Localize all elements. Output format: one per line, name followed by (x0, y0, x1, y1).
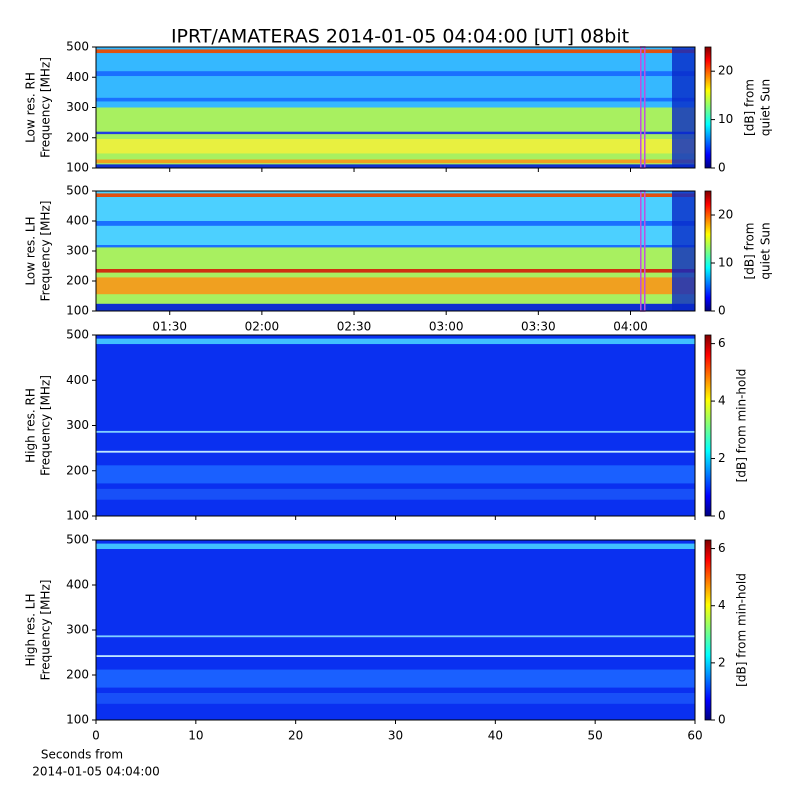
y-tick-label: 100 (66, 713, 89, 727)
colorbar-label: quiet Sun (759, 79, 773, 136)
y-tick-label: 200 (66, 274, 89, 288)
spectrogram-texture (96, 71, 695, 77)
y-tick-label: 300 (66, 418, 89, 432)
spectrogram-texture (96, 655, 695, 657)
spectrogram-texture (96, 450, 695, 453)
spectrogram-texture (96, 245, 695, 248)
x-tick-label: 0 (92, 729, 100, 743)
colorbar-tick-label: 6 (718, 336, 726, 350)
y-tick-label: 500 (66, 40, 89, 54)
figure-title: IPRT/AMATERAS 2014-01-05 04:04:00 [UT] 0… (171, 26, 629, 48)
x-tick-label: 40 (488, 729, 503, 743)
x-axis-label: Seconds from (41, 748, 123, 762)
spectrogram-texture (96, 303, 695, 311)
y-axis-label: High res. LH (24, 593, 38, 666)
y-tick-label: 400 (66, 373, 89, 387)
y-tick-label: 100 (66, 161, 89, 175)
x-tick-label: 02:00 (245, 320, 280, 334)
y-tick-label: 100 (66, 509, 89, 523)
x-tick-label: 04:00 (613, 320, 648, 334)
y-tick-label: 400 (66, 578, 89, 592)
spectrogram-texture (96, 635, 695, 638)
x-tick-label: 10 (188, 729, 203, 743)
colorbar-label: [dB] from min-hold (735, 369, 749, 483)
y-tick-label: 400 (66, 214, 89, 228)
colorbar-tick-label: 2 (718, 655, 726, 669)
x-tick-label: 02:30 (337, 320, 372, 334)
colorbar (704, 539, 712, 721)
colorbar-tick-label: 20 (718, 208, 733, 222)
spectrogram-texture (96, 138, 695, 154)
colorbar-tick-label: 20 (718, 64, 733, 78)
x-tick-label: 30 (388, 729, 403, 743)
spectrogram-texture (96, 269, 695, 273)
spectrogram-texture (96, 465, 695, 484)
y-axis-label: High res. RH (24, 388, 38, 463)
spectrogram-texture (96, 338, 695, 345)
colorbar-tick-label: 0 (718, 161, 726, 175)
x-axis-label: 2014-01-05 04:04:00 (32, 765, 159, 779)
colorbar-label: [dB] from (743, 79, 757, 136)
colorbar-tick-label: 4 (718, 394, 726, 408)
x-tick-label: 03:30 (521, 320, 556, 334)
spectrogram-texture (672, 191, 695, 311)
y-tick-label: 200 (66, 463, 89, 477)
colorbar-tick-label: 0 (718, 509, 726, 523)
colorbar-tick-label: 0 (718, 713, 726, 727)
colorbar-tick-label: 2 (718, 451, 726, 465)
spectrogram-texture (96, 49, 695, 54)
colorbar-label: quiet Sun (759, 222, 773, 279)
spectrogram-texture (96, 543, 695, 549)
colorbar-tick-label: 0 (718, 304, 726, 318)
y-axis-label: Frequency [MHz] (39, 580, 53, 681)
y-tick-label: 300 (66, 623, 89, 637)
y-axis-label: Frequency [MHz] (39, 375, 53, 476)
y-axis-label: Frequency [MHz] (39, 57, 53, 158)
spectrogram-texture (96, 221, 695, 226)
colorbar-tick-label: 6 (718, 541, 726, 555)
spectrogram-texture (96, 193, 695, 197)
colorbar-label: [dB] from (743, 223, 757, 280)
colorbar (704, 334, 712, 517)
spectrogram-texture (96, 97, 695, 102)
spectrogram-texture (96, 669, 695, 688)
spectrogram-texture (672, 47, 695, 168)
y-tick-label: 500 (66, 184, 89, 198)
y-tick-label: 300 (66, 100, 89, 114)
colorbar-label: [dB] from min-hold (735, 573, 749, 687)
spectrogram-texture (96, 107, 695, 168)
y-axis-label: Frequency [MHz] (39, 201, 53, 302)
y-tick-label: 100 (66, 304, 89, 318)
spectrogram-texture (96, 159, 695, 164)
y-tick-label: 200 (66, 130, 89, 144)
spectrogram-texture (96, 430, 695, 433)
spectrogram-texture (96, 131, 695, 135)
y-tick-label: 500 (66, 533, 89, 547)
spectrogram-texture (96, 693, 695, 704)
x-tick-label: 20 (288, 729, 303, 743)
colorbar (704, 190, 712, 312)
y-tick-label: 300 (66, 244, 89, 258)
x-tick-label: 03:00 (429, 320, 464, 334)
x-tick-label: 50 (588, 729, 603, 743)
x-tick-label: 01:30 (152, 320, 187, 334)
y-tick-label: 400 (66, 70, 89, 84)
y-axis-label: Low res. LH (24, 216, 38, 285)
spectrogram-texture (96, 540, 695, 720)
spectrogram-texture (96, 335, 695, 516)
y-axis-label: Low res. RH (24, 72, 38, 143)
spectrogram-texture (96, 488, 695, 500)
spectrogram-texture (96, 164, 695, 168)
colorbar-tick-label: 4 (718, 598, 726, 612)
colorbar-tick-label: 10 (718, 256, 733, 270)
colorbar-tick-label: 10 (718, 112, 733, 126)
y-tick-label: 200 (66, 668, 89, 682)
colorbar (704, 46, 712, 169)
spectrogram-texture (96, 277, 695, 295)
y-tick-label: 500 (66, 328, 89, 342)
x-tick-label: 60 (687, 729, 702, 743)
